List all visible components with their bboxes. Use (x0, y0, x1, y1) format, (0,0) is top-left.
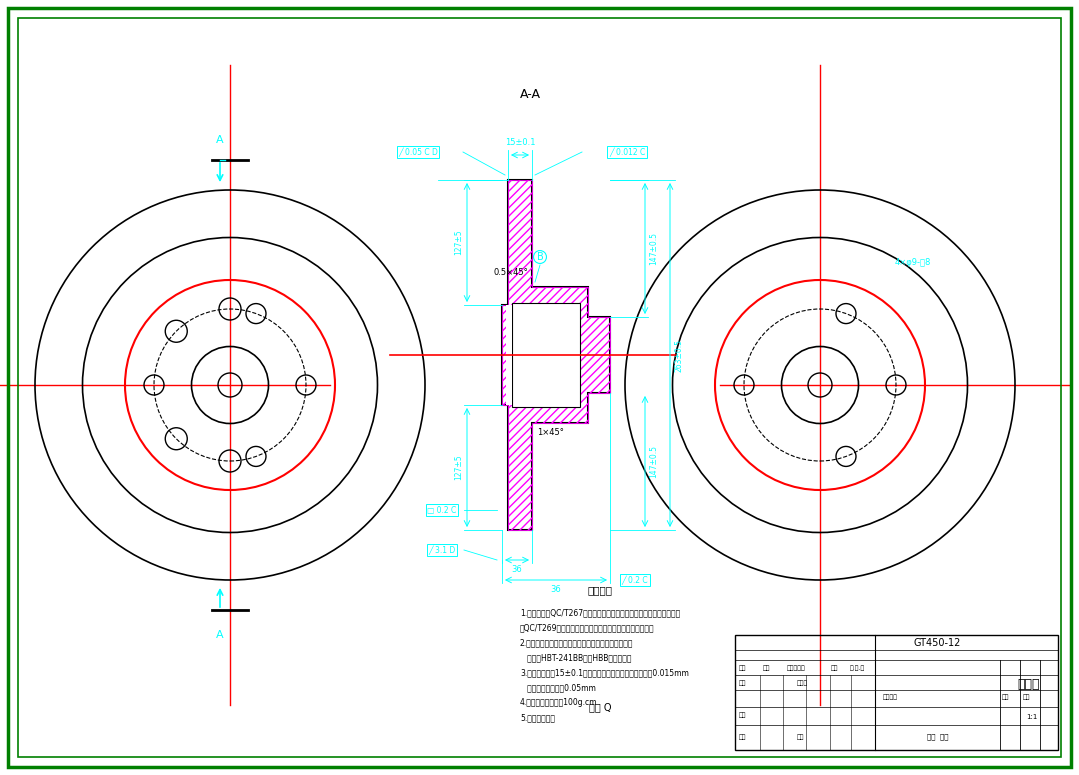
Text: 1.未注公差按QC/T267《汽车铸锻加工零件未注公差尺寸的限制偏差》: 1.未注公差按QC/T267《汽车铸锻加工零件未注公差尺寸的限制偏差》 (520, 608, 680, 617)
Bar (506, 305, 513, 405)
Text: 制动盘: 制动盘 (1017, 678, 1040, 691)
Text: 0.5×45°: 0.5×45° (493, 268, 528, 277)
Text: 材质 Q: 材质 Q (589, 702, 611, 712)
Polygon shape (513, 303, 581, 407)
Text: 和QC/T269《汽车精造零件未注公差尺寸的限制偏差》规定: 和QC/T269《汽车精造零件未注公差尺寸的限制偏差》规定 (520, 623, 655, 632)
Text: GT450-12: GT450-12 (914, 638, 961, 648)
Text: 比例: 比例 (1023, 694, 1030, 700)
Text: A: A (216, 135, 223, 145)
Text: 技术要求: 技术要求 (587, 585, 613, 595)
Text: 批准: 批准 (797, 734, 805, 740)
Text: 标准化: 标准化 (797, 680, 808, 686)
Text: 审核: 审核 (739, 712, 747, 718)
Text: 147±0.5: 147±0.5 (648, 445, 658, 478)
Text: ╱ 0.05 C D: ╱ 0.05 C D (398, 147, 438, 157)
Text: 4.静不平衡度不大于100g.cm: 4.静不平衡度不大于100g.cm (520, 698, 598, 707)
Text: 签名: 签名 (831, 665, 838, 671)
Text: 263±0.5: 263±0.5 (675, 339, 684, 371)
Text: ╱ 0.012 C: ╱ 0.012 C (609, 147, 645, 157)
Text: 阶段标记: 阶段标记 (883, 694, 898, 700)
Text: 更改文件号: 更改文件号 (787, 665, 806, 671)
Text: A-A: A-A (519, 88, 541, 102)
Text: B: B (536, 252, 544, 262)
Text: A: A (216, 630, 223, 640)
Text: ╱ 3.1 D: ╱ 3.1 D (428, 546, 455, 555)
Text: 15±0.1: 15±0.1 (505, 138, 535, 147)
Text: □ 0.2 C: □ 0.2 C (427, 505, 456, 515)
Text: 127±5: 127±5 (454, 455, 463, 480)
Text: 标记: 标记 (739, 665, 747, 671)
Text: 1×45°: 1×45° (537, 428, 564, 437)
Text: 设计: 设计 (739, 680, 747, 686)
Text: 硬度为HBT-241BB（在HBB以上检测）: 硬度为HBT-241BB（在HBB以上检测） (520, 653, 631, 662)
Text: 2.铸件应时效处理，不允许有气孔、砂眼、裂纹等缺陷: 2.铸件应时效处理，不允许有气孔、砂眼、裂纹等缺陷 (520, 638, 633, 647)
Text: 3.制动盘厚度（15±0.1）尺寸偏差，在同一圆周上不大于0.015mm: 3.制动盘厚度（15±0.1）尺寸偏差，在同一圆周上不大于0.015mm (520, 668, 688, 677)
Text: 36: 36 (511, 565, 522, 574)
Text: 5.去夹角、毛刺: 5.去夹角、毛刺 (520, 713, 555, 722)
Text: 127±5: 127±5 (454, 229, 463, 255)
Text: 年.月.日: 年.月.日 (850, 665, 865, 671)
Text: 同一径向上不大于0.05mm: 同一径向上不大于0.05mm (520, 683, 596, 692)
Polygon shape (502, 180, 610, 530)
Text: 重量: 重量 (1002, 694, 1010, 700)
Text: 4×φ9-深8: 4×φ9-深8 (894, 258, 931, 267)
Text: 1:1: 1:1 (1026, 714, 1037, 720)
Text: 工艺: 工艺 (739, 734, 747, 740)
Bar (735, 635, 1058, 750)
Text: 分区: 分区 (763, 665, 770, 671)
Text: 147±0.5: 147±0.5 (648, 232, 658, 265)
Text: 关爱  事爱: 关爱 事爱 (927, 734, 948, 740)
Text: 36: 36 (550, 585, 561, 594)
Text: ╱ 0.2 C: ╱ 0.2 C (622, 575, 648, 584)
